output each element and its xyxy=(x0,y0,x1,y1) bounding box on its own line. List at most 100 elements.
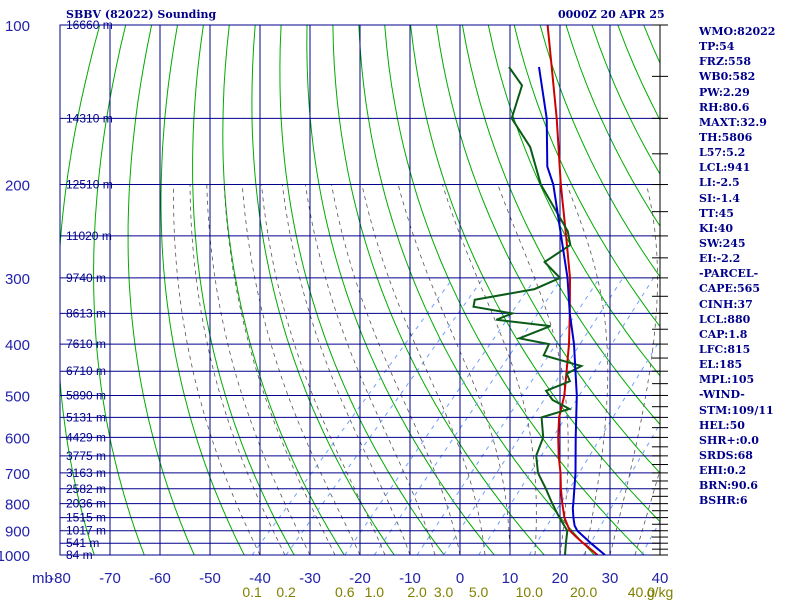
dry-adiabat xyxy=(192,25,295,555)
moist-adiabat xyxy=(261,184,386,555)
index-item: TT:45 xyxy=(699,206,734,220)
index-item: EHI:0.2 xyxy=(699,464,747,478)
height-label: 12510 m xyxy=(66,178,113,192)
pressure-tick-label: 600 xyxy=(5,430,30,447)
index-item: MAXT:32.9 xyxy=(699,115,767,129)
indices-panel: WMO:82022 TP:54 FRZ:558 WB0:582 PW:2.29 RH:80… xyxy=(699,24,799,509)
index-item: SRDS:68 xyxy=(699,448,753,462)
index-item: LFC:815 xyxy=(699,342,751,356)
height-label: 11020 m xyxy=(66,229,112,243)
index-item: CINH:37 xyxy=(699,297,753,311)
pressure-tick-label: 1000 xyxy=(0,548,30,565)
mixing-ratio-label: 10.0 xyxy=(516,584,543,600)
dewpoint-profile xyxy=(472,66,585,555)
temperature-tick-label: 0 xyxy=(456,570,464,587)
index-item: MPL:105 xyxy=(699,373,755,387)
mixing-ratio-line xyxy=(344,277,537,555)
height-label: 2582 m xyxy=(66,482,106,496)
moist-adiabat xyxy=(497,184,569,555)
index-item: -WIND- xyxy=(699,388,745,402)
parcel-profile xyxy=(538,66,606,555)
index-item: LCL:941 xyxy=(699,161,751,175)
mixing-ratio-line xyxy=(285,277,484,555)
height-label: 16660 m xyxy=(66,18,113,32)
index-item: WMO:82022 xyxy=(699,25,776,38)
mixing-ratio-label: 0.6 xyxy=(335,584,355,600)
mixing-ratio-line xyxy=(478,277,655,555)
pressure-tick-label: 200 xyxy=(5,178,30,195)
pressure-tick-label: 800 xyxy=(5,497,30,514)
mixing-ratio-label: 0.1 xyxy=(242,584,262,600)
height-label: 3163 m xyxy=(66,466,106,480)
height-label: 2036 m xyxy=(66,497,106,511)
chart-grid xyxy=(60,25,660,555)
height-label: 3775 m xyxy=(66,449,106,463)
temperature-tick-label: -30 xyxy=(299,570,321,587)
height-label: 84 m xyxy=(66,548,93,562)
temperature-tick-label: 40 xyxy=(652,570,669,587)
index-item: HEL:50 xyxy=(699,418,745,432)
height-label: 14310 m xyxy=(66,111,113,125)
index-item: -PARCEL- xyxy=(699,267,759,281)
index-item: FRZ:558 xyxy=(699,55,752,69)
temperature-tick-label: 10 xyxy=(502,570,519,587)
mixing-ratio-line xyxy=(416,277,601,555)
mixing-ratio-unit: g/kg xyxy=(647,584,673,600)
chart-title: SBBV (82022) Sounding xyxy=(66,8,217,21)
temperature-tick-label: 30 xyxy=(602,570,619,587)
valid-time: 0000Z 20 APR 25 xyxy=(558,8,665,21)
height-label: 9740 m xyxy=(66,271,106,285)
moist-adiabat xyxy=(189,184,286,555)
temperature-tick-label: 20 xyxy=(552,570,569,587)
index-item: LI:-2.5 xyxy=(699,176,740,190)
mixing-ratio-label: 3.0 xyxy=(434,584,454,600)
pressure-tick-label: 500 xyxy=(5,388,30,405)
mixing-ratio-label: 1.0 xyxy=(365,584,385,600)
pressure-tick-label: 100 xyxy=(5,18,30,35)
mixing-ratio-line xyxy=(373,277,563,555)
index-item: RH:80.6 xyxy=(699,100,750,114)
index-item: EL:185 xyxy=(699,358,743,372)
pressure-tick-label: 400 xyxy=(5,337,30,354)
moist-adiabat xyxy=(442,184,537,555)
dry-adiabat xyxy=(306,25,495,555)
index-item: CAP:1.8 xyxy=(699,327,748,341)
index-item: SHR+:0.0 xyxy=(699,433,759,447)
height-label: 5890 m xyxy=(66,388,106,402)
index-item: BRN:90.6 xyxy=(699,479,758,493)
moist-adiabat xyxy=(281,184,411,555)
index-item: EI:-2.2 xyxy=(699,252,741,266)
moist-adiabat xyxy=(634,468,660,555)
height-label: 5131 m xyxy=(66,410,106,424)
index-item: PW:2.29 xyxy=(699,85,750,99)
height-label: 6710 m xyxy=(66,364,106,378)
index-item: WB0:582 xyxy=(699,70,756,84)
temperature-tick-label: -50 xyxy=(199,570,221,587)
temperature-tick-label: -70 xyxy=(99,570,121,587)
pressure-tick-label: 300 xyxy=(5,271,30,288)
mixing-ratio-line xyxy=(443,277,624,555)
height-label: 4429 m xyxy=(66,430,106,444)
mixing-ratio-line xyxy=(251,277,454,555)
wind-barbs xyxy=(652,24,668,556)
dry-adiabat xyxy=(222,25,345,555)
index-item: STM:109/11 xyxy=(699,403,774,417)
height-label: 1515 m xyxy=(66,511,106,525)
mixing-ratio-label: 20.0 xyxy=(570,584,597,600)
mixing-ratio-label: 5.0 xyxy=(469,584,489,600)
sounding-profiles xyxy=(472,25,606,555)
mixing-ratio-line xyxy=(528,339,660,555)
moist-adiabat xyxy=(223,184,336,555)
index-item: TP:54 xyxy=(699,40,735,54)
height-label: 1017 m xyxy=(66,524,106,538)
moist-adiabat xyxy=(173,184,261,555)
index-item: BSHR:6 xyxy=(699,494,748,508)
height-label: 541 m xyxy=(66,536,99,550)
pressure-tick-label: 700 xyxy=(5,466,30,483)
height-label: 8613 m xyxy=(66,306,106,320)
temperature-tick-label: -60 xyxy=(149,570,171,587)
moist-adiabat xyxy=(566,184,609,555)
moist-adiabat xyxy=(609,184,658,555)
index-item: TH:5806 xyxy=(699,130,753,144)
